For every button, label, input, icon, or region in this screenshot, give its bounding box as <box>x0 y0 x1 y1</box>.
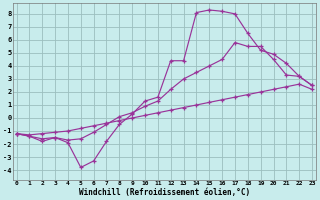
X-axis label: Windchill (Refroidissement éolien,°C): Windchill (Refroidissement éolien,°C) <box>79 188 250 197</box>
